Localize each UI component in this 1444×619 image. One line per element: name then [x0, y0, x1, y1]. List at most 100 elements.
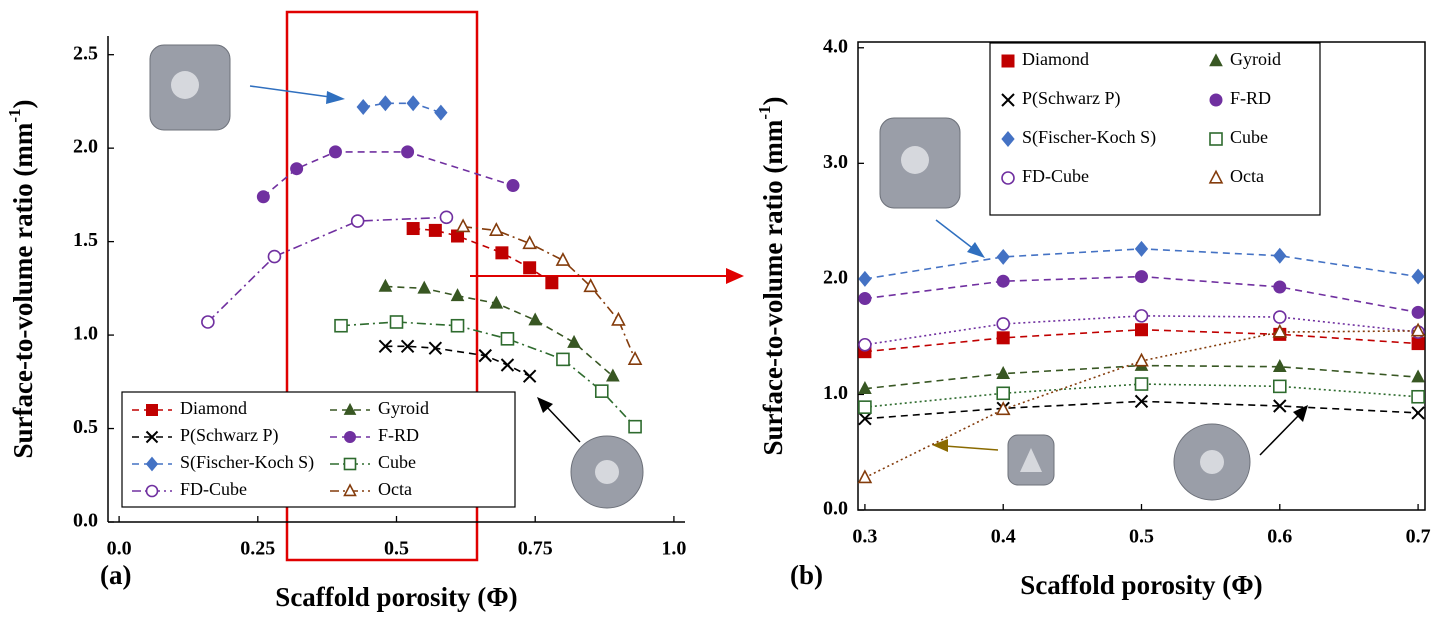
- y-tick-label: 2.0: [823, 266, 848, 288]
- marker: [858, 337, 872, 352]
- y-label-part: ): [758, 96, 788, 105]
- legend-marker: [146, 404, 158, 416]
- marker: [1001, 131, 1015, 147]
- marker: [500, 358, 515, 372]
- y-label-part: -1: [755, 105, 774, 119]
- marker: [1134, 240, 1149, 257]
- marker: [1135, 323, 1148, 337]
- marker: [858, 412, 872, 426]
- marker: [455, 218, 471, 233]
- marker: [606, 368, 620, 382]
- marker: [594, 384, 609, 398]
- arrow: [935, 219, 976, 251]
- legend-label: Gyroid: [1230, 49, 1281, 69]
- legend-label: F-RD: [1230, 88, 1271, 108]
- arrow: [544, 404, 581, 443]
- marker: [858, 380, 872, 394]
- arrow: [1259, 413, 1301, 456]
- panel-label: (a): [100, 560, 131, 590]
- marker: [1411, 305, 1425, 319]
- marker: [201, 315, 215, 329]
- marker: [556, 352, 570, 367]
- marker: [996, 274, 1010, 288]
- legend-marker: [343, 457, 357, 471]
- legend-box: [989, 42, 1321, 216]
- x-tick-label: 0.5: [1129, 526, 1154, 548]
- marker: [1411, 369, 1425, 383]
- legend-marker: [343, 402, 357, 415]
- legend-label: S(Fischer-Koch S): [1022, 127, 1156, 148]
- decorations: [149, 10, 1308, 562]
- marker: [1272, 359, 1287, 373]
- panel-label: (b): [790, 560, 823, 590]
- marker: [450, 288, 465, 302]
- x-tick-label: 0.75: [518, 538, 553, 560]
- marker: [996, 331, 1010, 345]
- arrow-head: [537, 397, 553, 413]
- marker: [858, 292, 872, 306]
- x-axis-label: Scaffold porosity (Φ): [1020, 570, 1262, 600]
- marker: [506, 179, 520, 193]
- series-line: [207, 216, 447, 323]
- y-tick-label: 0.5: [73, 416, 98, 438]
- series-line: [385, 285, 614, 377]
- marker: [439, 210, 454, 225]
- arrow: [249, 85, 331, 98]
- legend-label: Octa: [378, 479, 412, 499]
- marker: [996, 386, 1011, 401]
- marker: [1273, 247, 1287, 264]
- marker: [1272, 379, 1287, 394]
- series-line: [385, 345, 531, 377]
- y-label-part: -1: [5, 108, 24, 122]
- marker: [428, 223, 442, 237]
- marker: [528, 312, 543, 326]
- legend-marker: [145, 430, 159, 444]
- marker: [328, 145, 342, 159]
- y-tick-label: 1.0: [823, 382, 848, 404]
- series-line: [363, 102, 442, 114]
- legend-label: Cube: [378, 452, 416, 472]
- marker: [1134, 394, 1149, 409]
- marker: [406, 95, 420, 112]
- legend-label: FD-Cube: [180, 479, 247, 499]
- y-tick-label: 0.0: [73, 510, 98, 532]
- marker: [522, 235, 537, 250]
- legend-label: P(Schwarz P): [180, 425, 278, 446]
- marker: [356, 99, 370, 116]
- marker: [1411, 406, 1425, 420]
- arrow-head: [967, 242, 985, 258]
- marker: [417, 280, 432, 294]
- x-tick-label: 0.25: [240, 538, 275, 560]
- marker: [996, 317, 1011, 331]
- y-label-part: Surface-to-volume ratio (mm: [8, 122, 38, 458]
- marker: [627, 351, 643, 365]
- marker: [378, 339, 393, 353]
- marker: [489, 295, 504, 309]
- x-tick-label: 0.4: [991, 526, 1016, 548]
- arrow-head: [726, 268, 744, 284]
- arrow-head: [932, 439, 948, 452]
- series-line: [864, 400, 1419, 420]
- series-line: [262, 151, 514, 198]
- marker: [1209, 93, 1223, 107]
- marker: [406, 222, 420, 236]
- legend-label: Cube: [1230, 127, 1268, 147]
- marker: [1001, 93, 1015, 107]
- x-tick-label: 0.3: [852, 526, 877, 548]
- marker: [1411, 337, 1425, 351]
- marker: [567, 334, 581, 348]
- arrow-head: [1293, 405, 1308, 422]
- legend-label: Octa: [1230, 166, 1264, 186]
- marker: [522, 369, 537, 383]
- series-line: [462, 225, 636, 360]
- legend-label: FD-Cube: [1022, 166, 1089, 186]
- marker: [996, 248, 1010, 265]
- marker: [1134, 377, 1149, 391]
- marker: [290, 162, 304, 176]
- marker: [611, 311, 626, 326]
- marker: [428, 341, 443, 355]
- highlight-box: [285, 10, 479, 562]
- y-tick-label: 3.0: [823, 151, 848, 173]
- x-tick-label: 1.0: [661, 538, 686, 560]
